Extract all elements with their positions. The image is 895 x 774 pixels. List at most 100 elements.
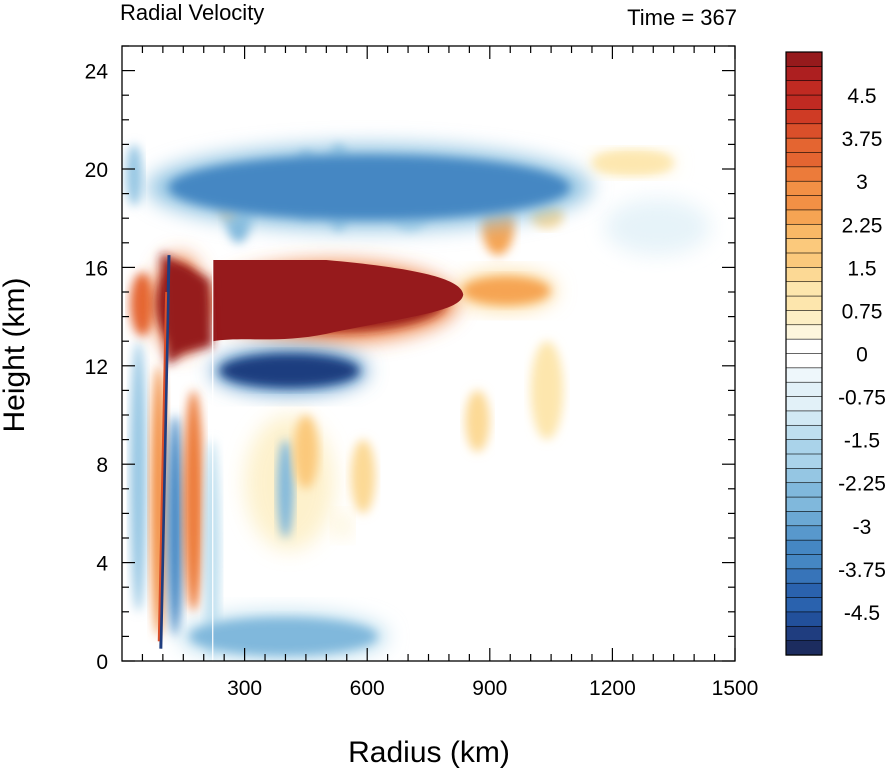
outflow-core: [212, 260, 464, 342]
eyewall-line: [159, 255, 171, 649]
colorbar-labels: 4.5 3.75 3 2.25 1.5 0.75 0 -0.75 -1.5 -2.25 -3 -3.7…: [838, 85, 886, 625]
colorbar-swatch: [785, 238, 823, 254]
colorbar-swatch: [785, 310, 823, 326]
x-axis-label: Radius (km): [348, 736, 510, 769]
x-tick-label: 1500: [712, 677, 759, 700]
y-tick-label: 8: [96, 454, 108, 477]
colorbar-swatch: [785, 80, 823, 96]
x-tick-label: 600: [350, 677, 385, 700]
colorbar-swatch: [785, 252, 823, 268]
colorbar-swatch: [785, 338, 823, 355]
colorbar-swatch: [785, 554, 823, 570]
y-tick-label: 12: [85, 356, 108, 379]
axis-ticks: [122, 45, 736, 662]
colorbar-swatch: [785, 109, 823, 125]
colorbar-swatch: [785, 640, 823, 656]
colorbar-label: 1.5: [847, 257, 876, 280]
x-tick-labels: 300 600 900 1200 1500: [227, 677, 758, 700]
colorbar-label: -0.75: [838, 387, 886, 410]
colorbar-label: 0.75: [842, 300, 883, 323]
colorbar-swatch: [785, 123, 823, 139]
x-tick-label: 900: [472, 677, 507, 700]
field-feature-minor: [203, 439, 221, 661]
colorbar: [785, 51, 823, 656]
y-tick-labels: 0 4 8 12 16 20 24: [85, 61, 109, 674]
colorbar-swatch: [785, 381, 823, 398]
eyewall-line-warm: [157, 291, 168, 642]
colorbar-swatch: [785, 582, 823, 599]
colorbar-swatch: [785, 611, 823, 627]
colorbar-swatch: [785, 453, 823, 469]
chart-title-right: Time = 367: [627, 5, 737, 30]
field-haze: [334, 513, 351, 538]
y-axis-label: Height (km): [0, 277, 31, 432]
colorbar-label: 0: [856, 344, 868, 367]
colorbar-label: -1.5: [844, 430, 880, 453]
y-tick-label: 16: [85, 257, 108, 280]
field-feature: [219, 354, 360, 388]
colorbar-label: -3.75: [838, 559, 886, 582]
colorbar-swatch: [785, 166, 823, 182]
colorbar-swatch: [785, 597, 823, 613]
colorbar-label: 3: [856, 171, 868, 194]
colorbar-swatch: [785, 353, 823, 369]
colorbar-swatch: [785, 439, 823, 455]
colorbar-swatch: [785, 295, 823, 312]
y-tick-label: 20: [85, 159, 108, 182]
field-feature-minor: [130, 341, 147, 612]
colorbar-swatch: [785, 66, 823, 82]
colorbar-swatch: [785, 267, 823, 283]
velocity-field: [122, 46, 735, 661]
field-feature: [462, 276, 551, 305]
field-feature: [596, 154, 670, 172]
colorbar-swatch: [785, 367, 823, 383]
field-feature-minor: [350, 439, 376, 514]
x-tick-label: 300: [227, 677, 262, 700]
colorbar-swatch: [785, 424, 823, 441]
field-haze: [604, 198, 711, 256]
colorbar-swatch: [785, 51, 823, 67]
chart-title-left: Radial Velocity: [120, 0, 264, 25]
colorbar-swatch: [785, 410, 823, 426]
field-feature: [168, 155, 570, 220]
colorbar-swatch: [785, 482, 823, 498]
y-tick-label: 4: [96, 553, 108, 576]
field-feature-minor: [293, 415, 319, 489]
colorbar-label: -3: [853, 516, 872, 539]
colorbar-frame: [785, 51, 823, 656]
colorbar-swatch: [785, 496, 823, 513]
field-feature-minor: [126, 144, 143, 206]
colorbar-swatch: [785, 209, 823, 225]
y-tick-label: 0: [96, 651, 108, 674]
colorbar-swatch: [785, 195, 823, 211]
field-feature-minor: [277, 439, 294, 538]
field-feature-minor: [465, 390, 490, 452]
colorbar-swatch: [785, 281, 823, 297]
colorbar-label: -2.25: [838, 473, 886, 496]
colorbar-swatch: [785, 152, 823, 168]
field-feature-minor: [183, 390, 204, 612]
field-feature-minor: [530, 341, 564, 440]
field-feature-minor: [130, 272, 155, 337]
colorbar-swatch: [785, 324, 823, 340]
colorbar-swatch: [785, 180, 823, 197]
colorbar-swatch: [785, 525, 823, 541]
colorbar-swatch: [785, 568, 823, 584]
field-feature-minor: [166, 415, 184, 637]
eyewall-outflow: [160, 252, 213, 366]
y-tick-label: 24: [85, 61, 109, 84]
colorbar-swatch: [785, 511, 823, 527]
x-tick-label: 1200: [589, 677, 636, 700]
colorbar-label: -4.5: [844, 602, 880, 625]
colorbar-swatch: [785, 468, 823, 484]
colorbar-swatch: [785, 94, 823, 111]
field-feature: [189, 617, 378, 655]
colorbar-swatch: [785, 137, 823, 154]
colorbar-swatch: [785, 396, 823, 412]
colorbar-swatch: [785, 223, 823, 240]
colorbar-label: 4.5: [847, 85, 876, 108]
colorbar-label: 2.25: [842, 214, 883, 237]
colorbar-label: 3.75: [842, 128, 883, 151]
colorbar-swatch: [785, 539, 823, 556]
